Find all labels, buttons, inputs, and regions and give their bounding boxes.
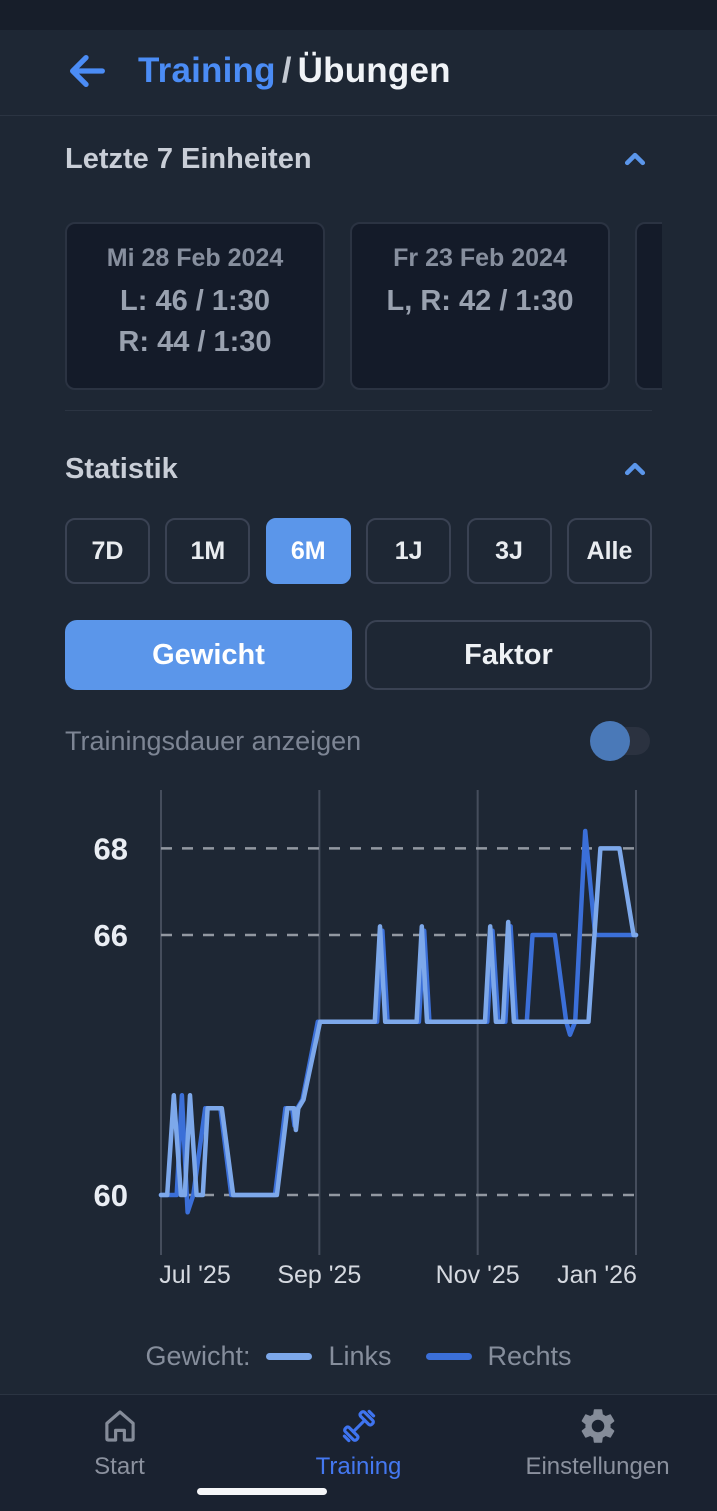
session-cards-row: Mi 28 Feb 2024 L: 46 / 1:30 R: 44 / 1:30… [65,222,662,390]
weight-line-chart[interactable]: 68 66 60 Jul '25 Sep '25 Nov '25 Jan '26 [0,780,717,1310]
home-indicator[interactable] [197,1488,327,1495]
session-date: Fr 23 Feb 2024 [393,244,567,272]
statistics-section-header: Statistik [65,452,652,486]
gear-icon [581,1409,614,1443]
bottom-navigation: Start Training Einstellungen [0,1394,717,1511]
session-card[interactable]: Mi 28 Feb 2024 L: 46 / 1:30 R: 44 / 1:30 [65,222,325,390]
duration-toggle-switch[interactable] [590,720,652,762]
range-button-alle[interactable]: Alle [566,518,652,584]
back-button[interactable] [64,49,110,93]
range-button-7d[interactable]: 7D [65,518,150,584]
svg-text:60: 60 [94,1178,128,1213]
nav-item-training[interactable]: Training [239,1395,478,1491]
range-button-1j[interactable]: 1J [366,518,452,584]
session-value-right: R: 44 / 1:30 [118,326,272,358]
session-value-left: L: 46 / 1:30 [120,285,270,317]
legend-swatch-rechts [425,1352,472,1360]
metric-button-faktor[interactable]: Faktor [365,620,652,690]
status-bar [0,0,717,30]
svg-text:68: 68 [94,831,128,866]
arrow-left-icon [69,54,105,88]
sessions-section-header: Letzte 7 Einheiten [65,142,652,176]
svg-text:66: 66 [94,918,128,953]
header: Training / Übungen [0,42,717,100]
breadcrumb: Training / Übungen [138,51,451,91]
duration-toggle-label: Trainingsdauer anzeigen [65,725,362,756]
chevron-up-icon[interactable] [618,142,652,176]
legend-swatch-links [266,1352,313,1360]
nav-label-training: Training [315,1453,402,1480]
session-value: L, R: 42 / 1:30 [386,285,574,317]
nav-item-einstellungen[interactable]: Einstellungen [478,1395,717,1491]
session-card-clipped[interactable] [635,222,662,390]
metric-button-gewicht[interactable]: Gewicht [65,620,352,690]
divider [65,410,652,411]
range-button-6m[interactable]: 6M [265,518,351,584]
legend-label-links[interactable]: Links [328,1340,392,1371]
home-icon [104,1410,135,1442]
page-title: Übungen [297,51,451,90]
nav-label-start: Start [94,1453,145,1480]
session-card[interactable]: Fr 23 Feb 2024 L, R: 42 / 1:30 [350,222,610,390]
nav-label-einstellungen: Einstellungen [525,1453,670,1480]
chart-legend: Gewicht: Links Rechts [0,1334,717,1378]
dumbbell-icon [342,1409,375,1443]
chevron-up-icon[interactable] [618,452,652,486]
session-date: Mi 28 Feb 2024 [106,244,284,272]
breadcrumb-separator: / [281,51,292,90]
sessions-title: Letzte 7 Einheiten [65,142,312,175]
duration-toggle-row: Trainingsdauer anzeigen [65,716,652,766]
legend-prefix: Gewicht: [145,1340,251,1371]
svg-text:Nov '25: Nov '25 [436,1261,520,1289]
metric-selector: Gewicht Faktor [65,620,652,690]
range-button-3j[interactable]: 3J [466,518,552,584]
range-button-1m[interactable]: 1M [165,518,251,584]
range-selector: 7D 1M 6M 1J 3J Alle [65,518,652,584]
header-divider [0,115,717,116]
svg-text:Jan '26: Jan '26 [557,1261,637,1289]
switch-knob [590,721,630,761]
svg-text:Sep '25: Sep '25 [277,1261,361,1289]
nav-item-start[interactable]: Start [0,1395,239,1491]
breadcrumb-training[interactable]: Training [138,51,276,90]
legend-label-rechts[interactable]: Rechts [487,1340,572,1371]
svg-text:Jul '25: Jul '25 [159,1261,230,1289]
statistics-title: Statistik [65,452,178,485]
